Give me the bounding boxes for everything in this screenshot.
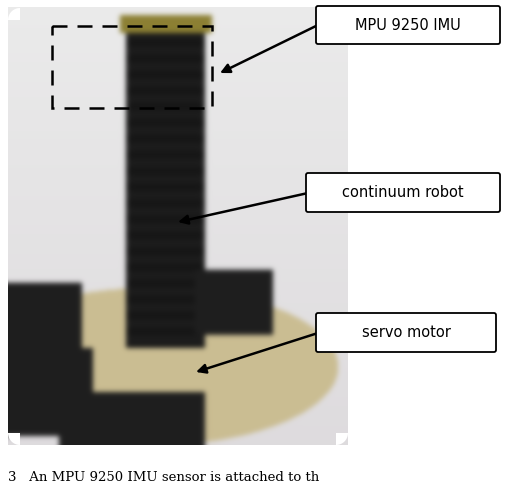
FancyBboxPatch shape bbox=[316, 6, 499, 44]
Polygon shape bbox=[8, 8, 20, 20]
Polygon shape bbox=[335, 433, 347, 445]
Text: MPU 9250 IMU: MPU 9250 IMU bbox=[355, 17, 460, 33]
Text: servo motor: servo motor bbox=[361, 325, 449, 340]
Bar bbox=[52, 26, 212, 108]
Polygon shape bbox=[8, 433, 20, 445]
Text: 3   An MPU 9250 IMU sensor is attached to th: 3 An MPU 9250 IMU sensor is attached to … bbox=[8, 471, 319, 484]
Text: continuum robot: continuum robot bbox=[341, 185, 463, 200]
FancyBboxPatch shape bbox=[316, 313, 495, 352]
FancyBboxPatch shape bbox=[306, 173, 499, 212]
Polygon shape bbox=[335, 8, 347, 20]
